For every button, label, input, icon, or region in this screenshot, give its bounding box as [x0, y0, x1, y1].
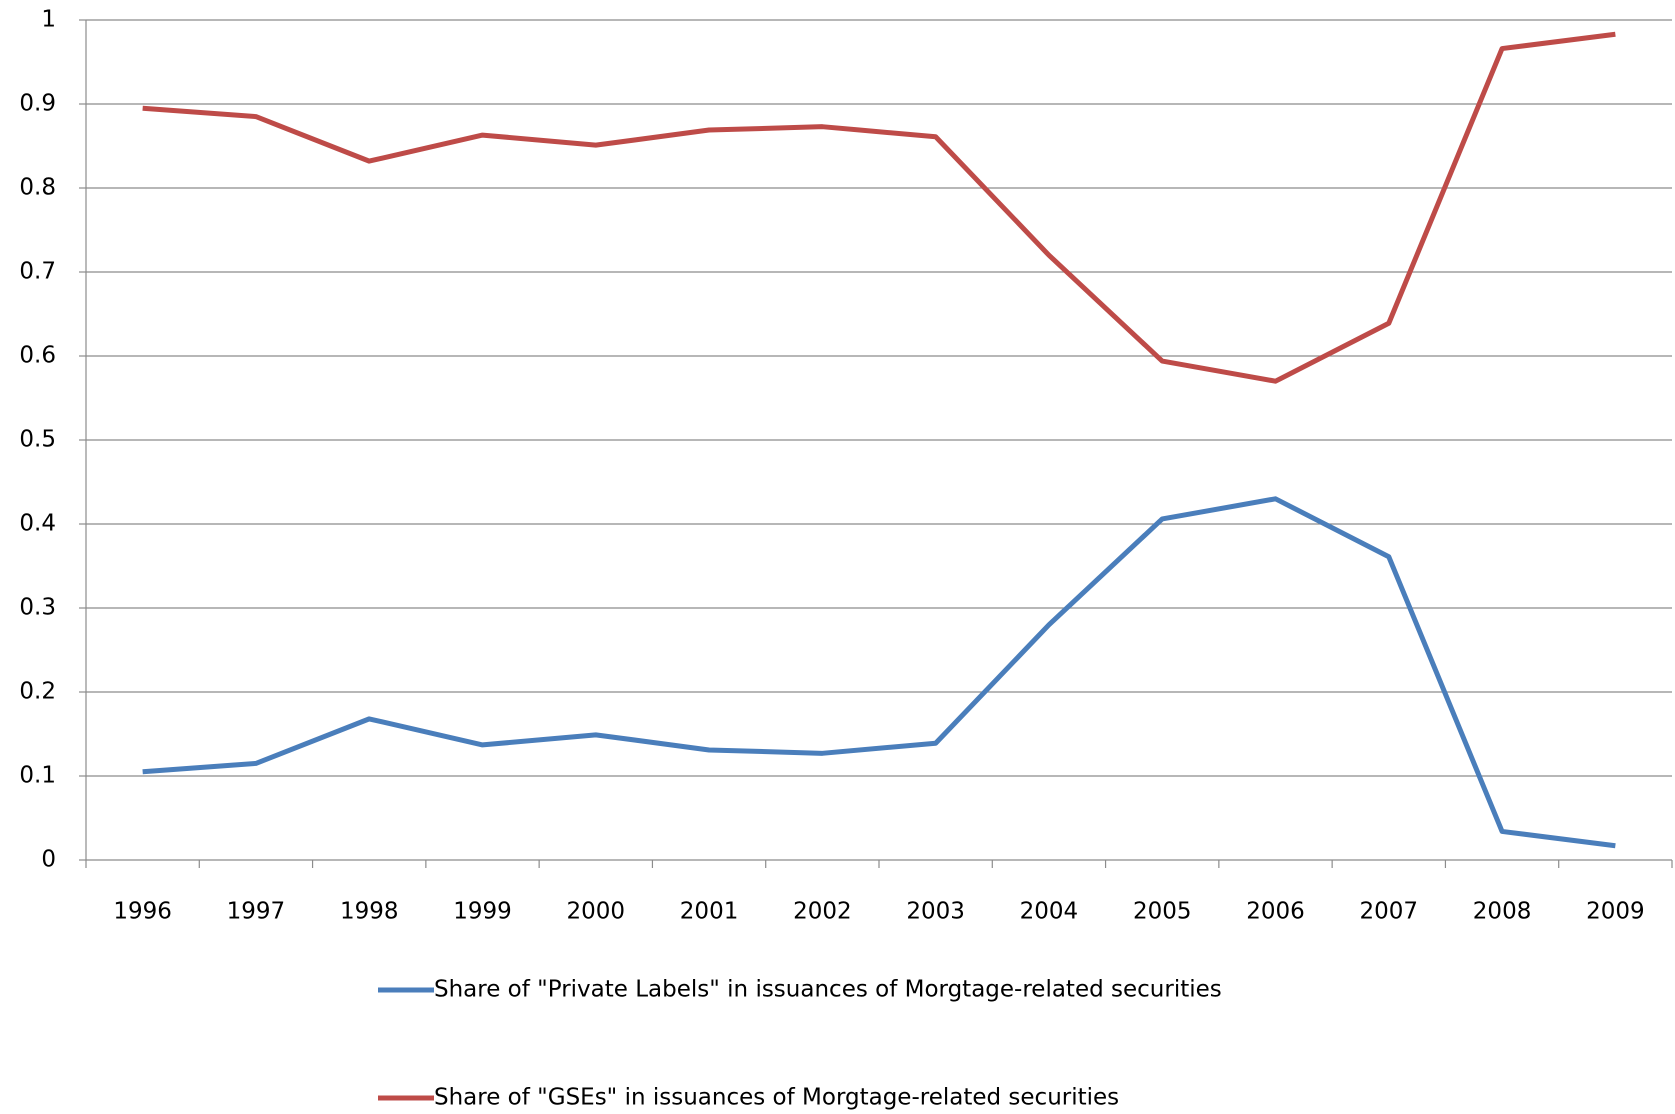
y-tick-label: 0.4	[19, 511, 56, 537]
y-tick-label: 1	[41, 7, 56, 33]
x-tick-label: 1997	[227, 899, 286, 925]
x-tick-label: 2006	[1246, 899, 1305, 925]
y-tick-label: 0.1	[19, 763, 56, 789]
y-tick-label: 0.5	[19, 427, 56, 453]
x-tick-label: 2001	[680, 899, 739, 925]
x-tick-label: 2000	[567, 899, 626, 925]
legend-label: Share of "Private Labels" in issuances o…	[434, 977, 1222, 1003]
y-tick-label: 0.9	[19, 91, 56, 117]
series-line	[142, 496, 1616, 849]
x-tick-label: 1996	[113, 899, 172, 925]
x-tick-label: 2002	[793, 899, 852, 925]
x-tick-label: 2003	[906, 899, 965, 925]
x-tick-label: 2005	[1133, 899, 1192, 925]
y-tick-label: 0.6	[19, 343, 56, 369]
x-tick-label: 2007	[1360, 899, 1419, 925]
legend-label: Share of "GSEs" in issuances of Morgtage…	[434, 1085, 1119, 1111]
y-tick-label: 0.3	[19, 595, 56, 621]
x-tick-label: 2008	[1473, 899, 1532, 925]
x-tick-label: 1999	[453, 899, 512, 925]
x-tick-label: 2004	[1020, 899, 1079, 925]
x-tick-label: 1998	[340, 899, 399, 925]
y-tick-label: 0	[41, 847, 56, 873]
y-tick-label: 0.7	[19, 259, 56, 285]
series-line	[142, 31, 1616, 384]
x-tick-label: 2009	[1586, 899, 1645, 925]
y-tick-label: 0.2	[19, 679, 56, 705]
y-tick-label: 0.8	[19, 175, 56, 201]
